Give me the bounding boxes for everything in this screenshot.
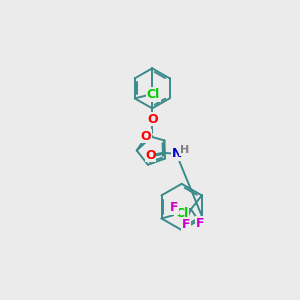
Text: H: H xyxy=(180,146,189,155)
Text: Cl: Cl xyxy=(147,88,160,101)
Text: F: F xyxy=(182,218,190,231)
Text: O: O xyxy=(141,130,152,143)
Text: O: O xyxy=(147,113,158,126)
Text: F: F xyxy=(169,201,178,214)
Text: N: N xyxy=(172,147,182,160)
Text: O: O xyxy=(145,148,156,162)
Text: F: F xyxy=(196,217,205,230)
Text: Cl: Cl xyxy=(175,207,188,220)
